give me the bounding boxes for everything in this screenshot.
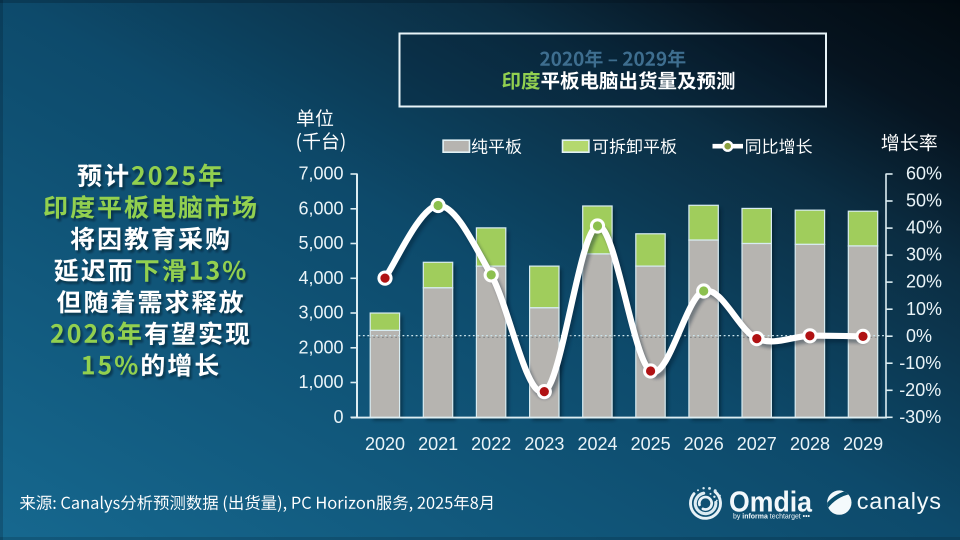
svg-text:2020: 2020 [365, 434, 405, 454]
svg-text:7,000: 7,000 [298, 164, 343, 184]
svg-text:2024: 2024 [577, 434, 617, 454]
svg-text:2,000: 2,000 [298, 337, 343, 357]
svg-text:2026: 2026 [684, 434, 724, 454]
svg-text:2027: 2027 [737, 434, 777, 454]
svg-text:10%: 10% [906, 299, 942, 319]
svg-text:20%: 20% [906, 272, 942, 292]
svg-text:60%: 60% [906, 164, 942, 184]
svg-text:0: 0 [333, 407, 343, 427]
svg-text:by informa techtarget •••: by informa techtarget ••• [733, 512, 810, 521]
svg-text:-10%: -10% [899, 353, 941, 373]
svg-text:canalys: canalys [857, 488, 942, 514]
svg-text:3,000: 3,000 [298, 303, 343, 323]
svg-text:2028: 2028 [790, 434, 830, 454]
svg-text:-30%: -30% [899, 407, 941, 427]
svg-text:2029: 2029 [843, 434, 883, 454]
svg-text:2025: 2025 [631, 434, 671, 454]
svg-text:-20%: -20% [899, 380, 941, 400]
svg-text:1,000: 1,000 [298, 372, 343, 392]
svg-text:40%: 40% [906, 218, 942, 238]
svg-text:2021: 2021 [418, 434, 458, 454]
svg-text:50%: 50% [906, 191, 942, 211]
svg-text:2022: 2022 [471, 434, 511, 454]
svg-text:Omdia: Omdia [729, 487, 813, 519]
svg-text:4,000: 4,000 [298, 268, 343, 288]
svg-text:2023: 2023 [524, 434, 564, 454]
svg-text:6,000: 6,000 [298, 198, 343, 218]
svg-text:0%: 0% [906, 326, 932, 346]
svg-text:30%: 30% [906, 245, 942, 265]
svg-text:5,000: 5,000 [298, 233, 343, 253]
